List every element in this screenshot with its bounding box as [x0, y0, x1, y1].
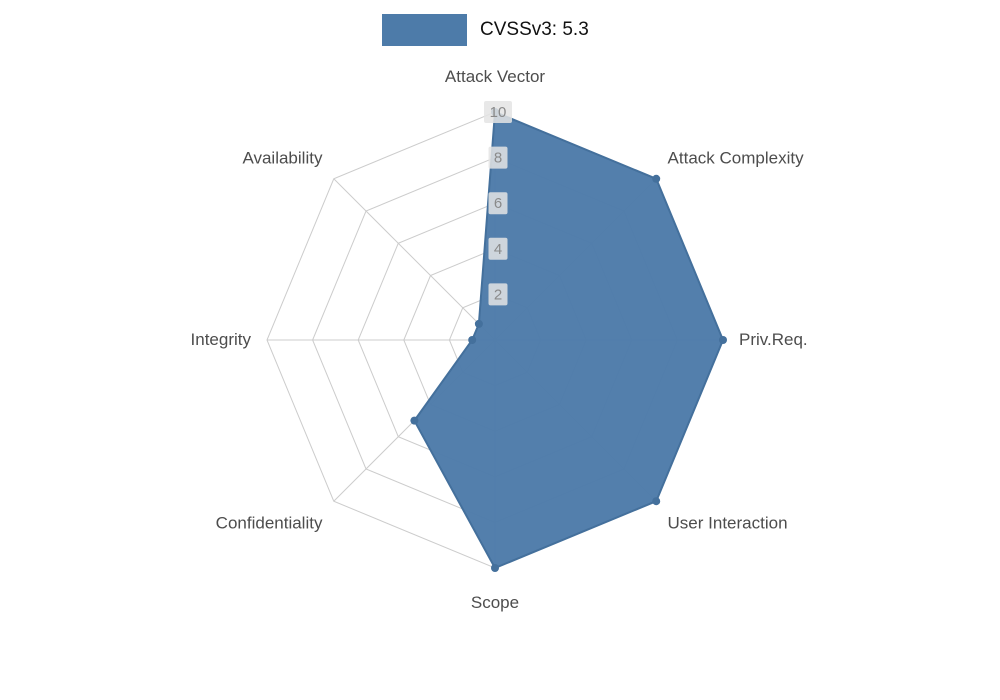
series-point	[491, 564, 499, 572]
series-point	[652, 497, 661, 506]
series-point	[719, 336, 727, 344]
series-point	[474, 319, 483, 328]
radar-tick-labels: 2 4 6 8 10	[484, 101, 512, 306]
chart-legend: CVSSv3: 5.3	[382, 14, 589, 46]
radar-axis-labels: Attack Vector Attack Complexity Priv.Req. U…	[191, 67, 808, 612]
axis-label: User Interaction	[668, 514, 788, 533]
axis-label: Attack Complexity	[668, 148, 805, 167]
tick-label: 4	[494, 241, 502, 258]
series-point	[410, 416, 419, 425]
series-point	[468, 336, 477, 344]
tick-label: 2	[494, 286, 502, 303]
axis-label: Priv.Req.	[739, 330, 808, 349]
axis-label: Attack Vector	[445, 67, 545, 86]
axis-label: Confidentiality	[216, 514, 323, 533]
series-point	[652, 174, 661, 183]
tick-label: 10	[490, 104, 507, 121]
tick-label: 6	[494, 195, 502, 212]
axis-label: Scope	[471, 593, 519, 612]
legend-label: CVSSv3: 5.3	[480, 19, 589, 40]
axis-label: Integrity	[191, 330, 252, 349]
radar-series	[410, 108, 727, 572]
tick-label: 8	[494, 150, 502, 167]
legend-swatch	[382, 14, 467, 46]
axis-label: Availability	[242, 148, 323, 167]
